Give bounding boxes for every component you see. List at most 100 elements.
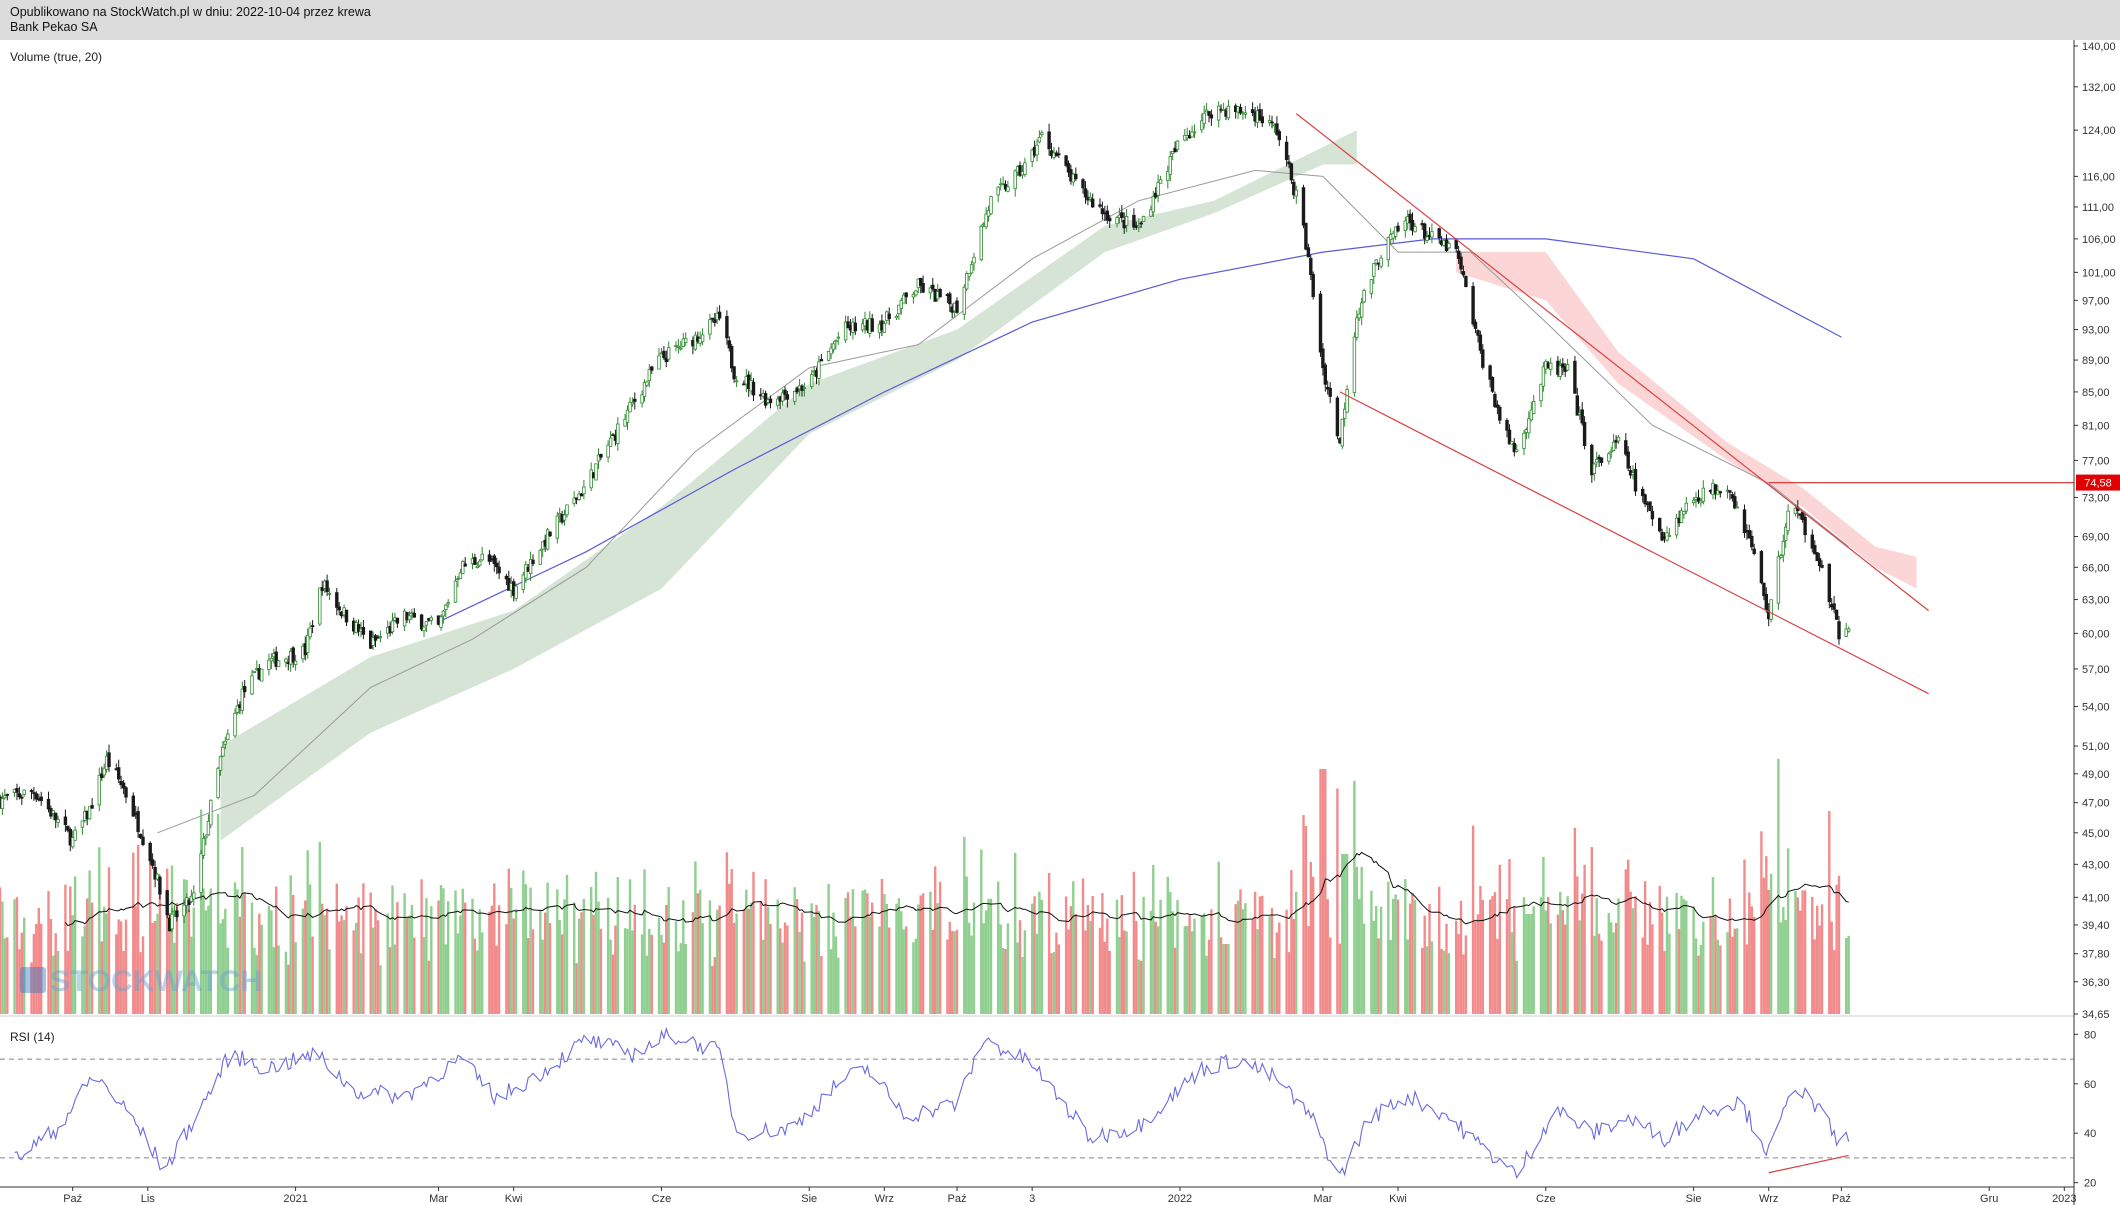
candle	[1747, 524, 1751, 539]
candle	[1522, 429, 1526, 456]
candle	[1667, 527, 1672, 538]
candle	[1120, 205, 1124, 223]
volume-bar	[999, 924, 1002, 1014]
volume-bar	[490, 905, 493, 1014]
candle	[1648, 501, 1652, 512]
candle	[647, 364, 651, 388]
sma-200-line	[438, 238, 1842, 623]
candle	[577, 490, 581, 501]
candle	[90, 798, 94, 809]
volume-bar	[657, 917, 661, 1014]
candle	[1277, 129, 1281, 147]
price-tick-label: 41,00	[2082, 892, 2110, 904]
candle	[599, 453, 603, 461]
volume-bar	[425, 898, 428, 1014]
candle	[34, 791, 38, 803]
volume-bar	[464, 902, 467, 1014]
instrument-name: Bank Pekao SA	[10, 20, 98, 34]
candle	[606, 440, 610, 463]
volume-bar	[1239, 889, 1242, 1014]
trendline-2[interactable]	[1339, 391, 1929, 695]
volume-bar	[1762, 877, 1766, 1014]
price-tick-label: 132,00	[2082, 82, 2116, 94]
candle	[1250, 102, 1255, 117]
candle	[887, 307, 891, 325]
candle	[1437, 227, 1441, 244]
candle	[582, 479, 586, 500]
candle	[1512, 438, 1516, 457]
volume-bar	[1387, 881, 1390, 1014]
volume-bar	[105, 913, 108, 1014]
candle	[223, 736, 227, 750]
trendline-1[interactable]	[1295, 113, 1929, 612]
volume-bar	[1680, 895, 1683, 1014]
volume-bar	[1023, 930, 1027, 1014]
candle	[233, 708, 237, 738]
candle	[226, 729, 230, 741]
volume-bar	[776, 899, 779, 1014]
candle	[1454, 238, 1458, 253]
price-tick-label: 77,00	[2082, 455, 2110, 467]
candle	[911, 291, 916, 304]
volume-bar	[1697, 955, 1700, 1014]
volume-bar	[643, 869, 646, 1014]
candle	[984, 207, 988, 230]
volume-bar	[611, 954, 615, 1014]
candle	[102, 763, 106, 778]
volume-bar	[1522, 897, 1526, 1014]
volume-bar	[1345, 854, 1349, 1014]
candle	[836, 331, 840, 345]
volume-bar	[626, 928, 629, 1014]
volume-bar	[1668, 933, 1671, 1014]
candle	[327, 587, 332, 600]
volume-bar	[1379, 906, 1383, 1014]
price-tick-label: 101,00	[2082, 267, 2116, 279]
candle	[325, 574, 329, 597]
volume-bar	[1476, 914, 1480, 1014]
volume-bar	[1425, 946, 1429, 1014]
candle	[1616, 434, 1621, 444]
candle	[965, 271, 969, 291]
volume-bar	[1055, 932, 1058, 1014]
volume-bar	[289, 875, 292, 1014]
candle	[378, 630, 383, 643]
candle	[996, 186, 1000, 203]
candle	[562, 509, 567, 526]
rsi-divergence-line[interactable]	[1768, 1154, 1849, 1174]
candle	[713, 313, 717, 327]
volume-bar	[905, 926, 908, 1014]
rsi-indicator-label: RSI (14)	[10, 1030, 55, 1044]
volume-bar	[1496, 938, 1499, 1014]
candle	[1561, 358, 1565, 376]
volume-bar	[895, 903, 898, 1014]
volume-bar	[447, 901, 450, 1014]
candle	[1478, 330, 1483, 354]
volume-bar	[1329, 937, 1332, 1014]
volume-bar	[250, 902, 254, 1014]
volume-bar	[1498, 864, 1501, 1014]
candle	[429, 615, 433, 625]
volume-bar	[173, 942, 176, 1014]
candle	[948, 291, 952, 312]
volume-bar	[1835, 884, 1838, 1014]
volume-bar	[684, 943, 687, 1014]
volume-bar	[136, 844, 140, 1014]
volume-bar	[1830, 921, 1833, 1014]
volume-bar	[1532, 906, 1535, 1014]
candle	[221, 741, 225, 758]
volume-bar	[355, 922, 358, 1014]
volume-bar	[1186, 926, 1189, 1014]
volume-bar	[575, 963, 578, 1014]
volume-bar	[1578, 920, 1581, 1014]
candle	[1423, 222, 1427, 245]
volume-bar	[718, 905, 721, 1014]
volume-bar	[1481, 899, 1484, 1014]
candle	[240, 681, 244, 715]
volume-bar	[1217, 861, 1220, 1014]
volume-bar	[1803, 890, 1807, 1014]
volume-bar	[1711, 877, 1715, 1014]
volume-bar	[1685, 900, 1688, 1014]
volume-bar	[1336, 788, 1339, 1014]
volume-bar	[1600, 940, 1603, 1014]
candle	[1386, 236, 1390, 267]
